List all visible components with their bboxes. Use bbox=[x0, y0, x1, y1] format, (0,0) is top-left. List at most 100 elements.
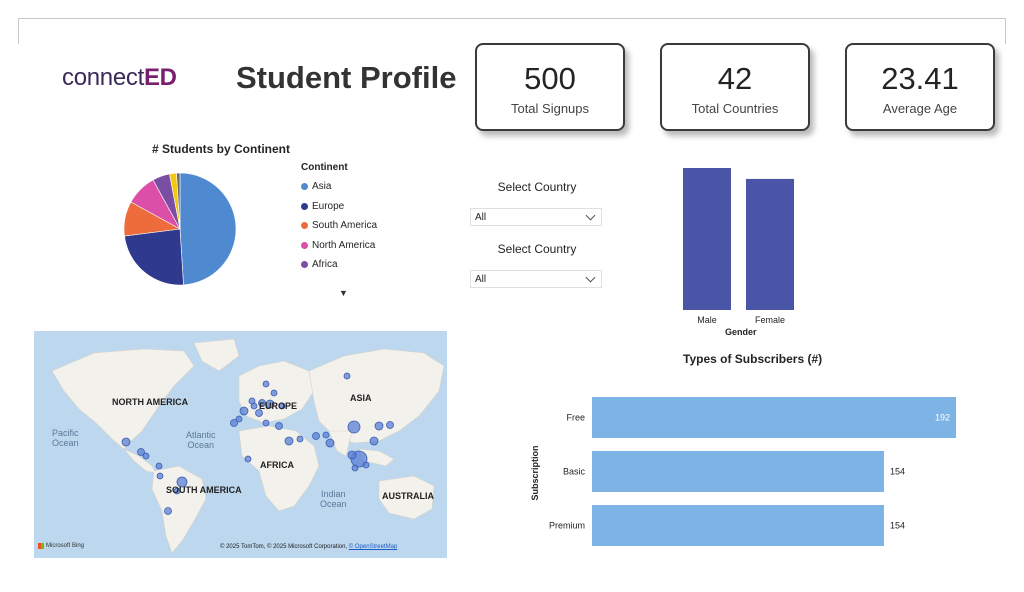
map-bubbles[interactable] bbox=[121, 372, 394, 515]
openstreetmap-link[interactable]: © OpenStreetMap bbox=[348, 544, 398, 550]
map-bubble[interactable] bbox=[156, 472, 164, 480]
map-bubble[interactable] bbox=[347, 420, 361, 434]
map-bubble[interactable] bbox=[121, 437, 131, 447]
map-bubble[interactable] bbox=[164, 507, 172, 515]
slicer-title: Select Country bbox=[497, 242, 577, 256]
map-label-africa: AFRICA bbox=[260, 460, 294, 470]
subscription-axis-title: Subscription bbox=[530, 445, 540, 500]
pie-legend: Continent Asia Europe South America Nort… bbox=[301, 162, 377, 275]
subscription-data-label: 154 bbox=[890, 521, 905, 531]
connected-logo: connectED bbox=[62, 64, 177, 91]
kpi-label: Total Signups bbox=[510, 101, 590, 116]
kpi-value: 42 bbox=[717, 61, 753, 96]
kpi-card-total-countries: 42 Total Countries bbox=[660, 43, 810, 131]
map-bubble[interactable] bbox=[296, 435, 304, 443]
map-bubble[interactable] bbox=[347, 450, 357, 460]
microsoft-logo-icon bbox=[38, 543, 44, 549]
legend-dot bbox=[301, 222, 308, 230]
legend-item-north-america[interactable]: North America bbox=[301, 236, 377, 256]
map-label-europe: EUROPE bbox=[259, 401, 298, 411]
legend-label: South America bbox=[312, 220, 378, 232]
map-bubble[interactable] bbox=[173, 487, 181, 495]
map-bubble[interactable] bbox=[248, 397, 256, 405]
legend-label: Europe bbox=[312, 200, 345, 212]
pie-slice-asia[interactable] bbox=[179, 172, 237, 286]
map-bubble[interactable] bbox=[351, 464, 359, 472]
map-bubble[interactable] bbox=[244, 455, 252, 463]
subscription-bar-premium[interactable] bbox=[592, 505, 884, 546]
legend-item-asia[interactable]: Asia bbox=[301, 177, 377, 197]
kpi-card-average-age: 23.41 Average Age bbox=[845, 43, 995, 131]
map-bubble[interactable] bbox=[312, 432, 320, 440]
map-bubble[interactable] bbox=[176, 476, 188, 488]
map-bubble[interactable] bbox=[325, 438, 335, 448]
map-bubble[interactable] bbox=[155, 462, 163, 470]
kpi-value: 23.41 bbox=[881, 61, 959, 96]
map-label-north-america: NORTH AMERICA bbox=[112, 397, 189, 407]
report-frame-left bbox=[18, 18, 19, 44]
map-bubble[interactable] bbox=[239, 406, 249, 416]
gender-axis-title: Gender bbox=[725, 327, 757, 337]
map-bubble[interactable] bbox=[270, 389, 278, 397]
map-bubble[interactable] bbox=[262, 419, 270, 427]
map-bubble[interactable] bbox=[343, 372, 351, 380]
subscription-tick-label: Basic bbox=[563, 467, 586, 477]
legend-item-south-america[interactable]: South America bbox=[301, 216, 377, 236]
slicer-title: Select Country bbox=[497, 180, 577, 194]
pie-slice-europe[interactable] bbox=[124, 228, 184, 286]
subscription-tick-label: Premium bbox=[549, 521, 585, 531]
map-bubble[interactable] bbox=[374, 421, 384, 431]
legend-item-europe[interactable]: Europe bbox=[301, 197, 377, 217]
subscription-bar-free[interactable] bbox=[592, 397, 956, 438]
map-bubble[interactable] bbox=[265, 399, 275, 409]
map-bubble[interactable] bbox=[275, 422, 283, 430]
map-bubble[interactable] bbox=[142, 452, 150, 460]
kpi-card-total-signups: 500 Total Signups bbox=[475, 43, 625, 131]
gender-bar-male[interactable] bbox=[683, 168, 731, 310]
map-bubble[interactable] bbox=[255, 409, 263, 417]
map-bubble[interactable] bbox=[284, 436, 294, 446]
kpi-label: Average Age bbox=[882, 101, 958, 116]
continent-pie-chart[interactable] bbox=[115, 164, 245, 294]
country-slicer-dropdown[interactable]: All bbox=[470, 270, 602, 288]
legend-item-africa[interactable]: Africa bbox=[301, 255, 377, 275]
map-bubble[interactable] bbox=[137, 448, 145, 456]
slicer-value: All bbox=[475, 211, 487, 223]
gender-column-chart[interactable]: Male Female bbox=[665, 158, 825, 338]
map-bubble[interactable] bbox=[369, 436, 379, 446]
map-bubble[interactable] bbox=[322, 431, 330, 439]
map-bubble[interactable] bbox=[386, 421, 394, 429]
legend-scroll-down-icon[interactable]: ▼ bbox=[339, 288, 348, 298]
chevron-down-icon bbox=[585, 210, 596, 220]
map-bubble[interactable] bbox=[230, 419, 238, 427]
bing-logo: Microsoft Bing bbox=[38, 543, 84, 549]
map-bubble[interactable] bbox=[362, 461, 370, 469]
map-label-south-america: SOUTH AMERICA bbox=[166, 485, 242, 495]
map-bubble[interactable] bbox=[262, 380, 270, 388]
legend-dot bbox=[301, 261, 308, 269]
subscription-data-label: 192 bbox=[935, 413, 950, 423]
pie-chart-title: # Students by Continent bbox=[152, 142, 290, 156]
subscription-data-label: 154 bbox=[890, 467, 905, 477]
kpi-value: 500 bbox=[524, 61, 576, 96]
pie-slice-other-2[interactable] bbox=[176, 172, 181, 230]
gender-tick-label: Female bbox=[755, 315, 785, 325]
world-map-graphic bbox=[51, 338, 445, 554]
gender-bar-female[interactable] bbox=[746, 178, 794, 310]
map-label-indian-ocean: Indian Ocean bbox=[320, 489, 347, 509]
map-bubble[interactable] bbox=[258, 399, 266, 407]
legend-label: North America bbox=[312, 239, 376, 251]
report-frame-top bbox=[18, 18, 1006, 19]
map-label-atlantic-ocean: Atlantic Ocean bbox=[186, 430, 216, 450]
subscribers-bar-chart[interactable]: Subscription Free 192 Basic 154 Premium 154 bbox=[525, 378, 985, 558]
map-label-australia: AUSTRALIA bbox=[382, 491, 434, 501]
slicer-value: All bbox=[475, 273, 487, 285]
student-location-map[interactable]: NORTH AMERICA EUROPE ASIA AFRICA SOUTH A… bbox=[34, 331, 447, 558]
map-bubble[interactable] bbox=[278, 402, 286, 410]
legend-label: Asia bbox=[312, 181, 332, 193]
map-bubble[interactable] bbox=[235, 415, 243, 423]
chevron-down-icon bbox=[585, 272, 596, 282]
subscription-bar-basic[interactable] bbox=[592, 451, 884, 492]
country-slicer-dropdown[interactable]: All bbox=[470, 208, 602, 226]
legend-dot bbox=[301, 202, 308, 210]
